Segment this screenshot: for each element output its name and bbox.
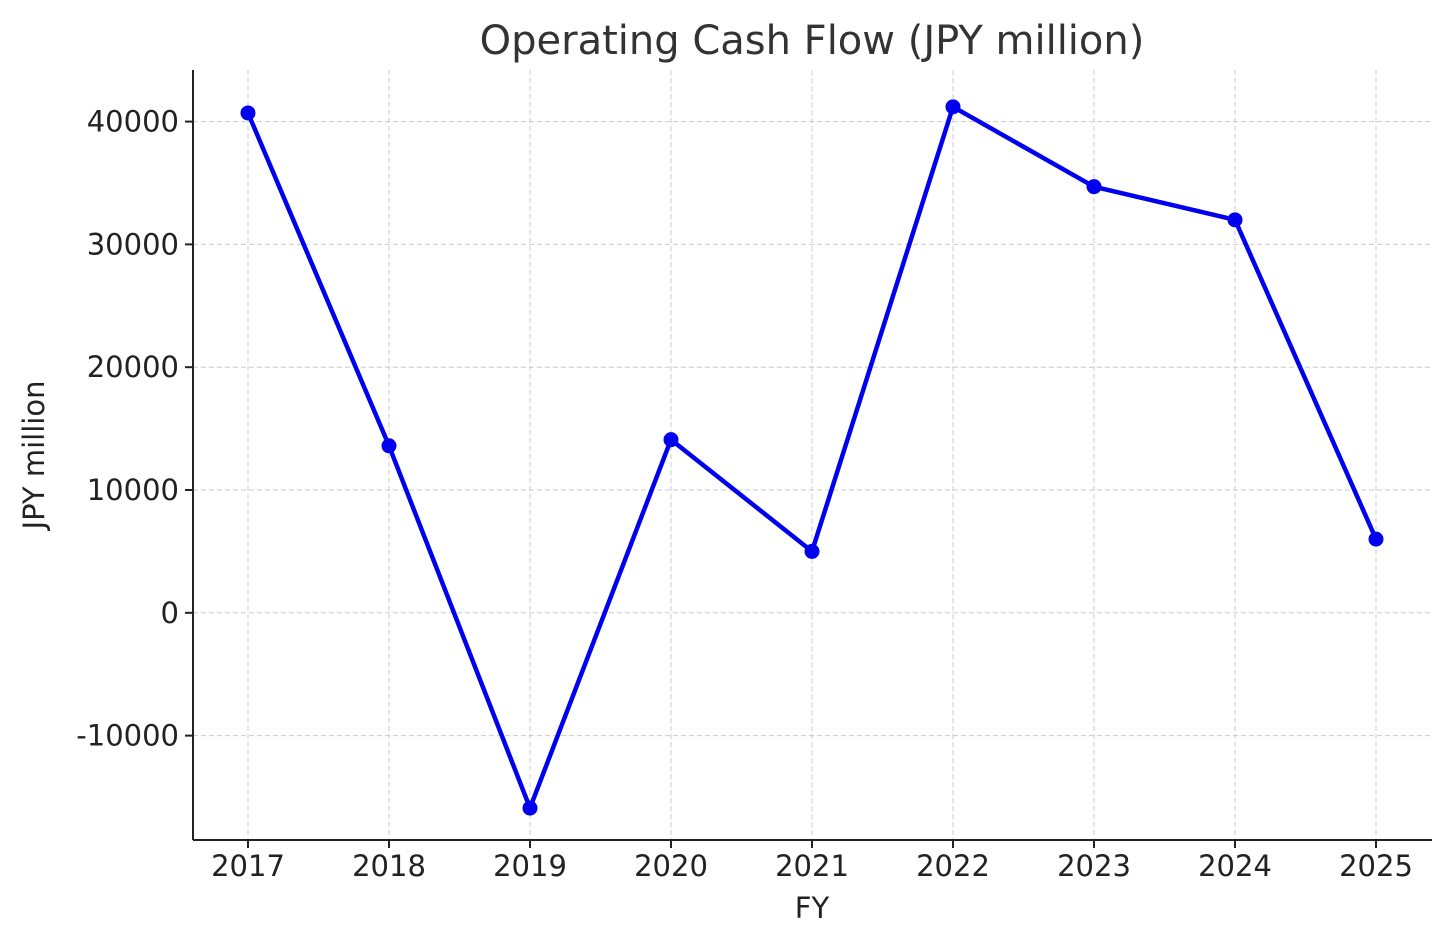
y-tick-label: 30000 — [87, 227, 179, 261]
y-tick-label: 0 — [161, 596, 179, 630]
y-tick-label: 40000 — [87, 105, 179, 139]
x-tick-label: 2021 — [775, 849, 849, 883]
data-point — [663, 432, 679, 448]
data-point — [945, 99, 961, 115]
x-axis-label: FY — [795, 891, 830, 925]
data-point — [1086, 179, 1102, 195]
data-point — [240, 105, 256, 121]
data-point — [1227, 212, 1243, 228]
x-tick-label: 2025 — [1339, 849, 1413, 883]
x-axis-ticks: 2017 2018 2019 2020 2021 2022 2023 2024 2025 — [211, 840, 1413, 883]
x-tick-label: 2017 — [211, 849, 285, 883]
y-tick-label: -10000 — [76, 719, 179, 753]
data-point — [522, 800, 538, 816]
x-tick-label: 2024 — [1198, 849, 1272, 883]
series-group — [240, 99, 1384, 816]
y-tick-label: 20000 — [87, 350, 179, 384]
y-axis-ticks: -10000 0 10000 20000 30000 40000 — [76, 105, 193, 753]
grid-lines — [193, 70, 1432, 840]
x-tick-label: 2023 — [1057, 849, 1131, 883]
data-point — [804, 543, 820, 559]
y-tick-label: 10000 — [87, 473, 179, 507]
x-tick-label: 2018 — [352, 849, 426, 883]
x-tick-label: 2022 — [916, 849, 990, 883]
data-point — [381, 438, 397, 454]
chart-title: Operating Cash Flow (JPY million) — [480, 18, 1145, 64]
y-axis-label: JPY million — [17, 381, 51, 532]
x-tick-label: 2020 — [634, 849, 708, 883]
x-tick-label: 2019 — [493, 849, 567, 883]
data-point — [1368, 531, 1384, 547]
